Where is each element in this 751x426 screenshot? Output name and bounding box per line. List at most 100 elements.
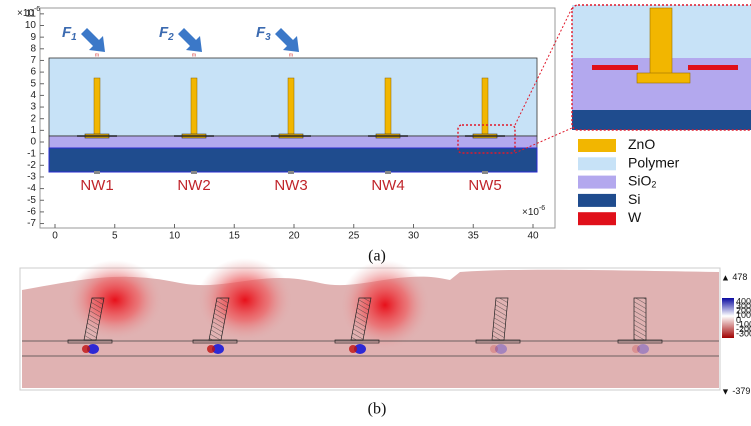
y-tick-label: -5 xyxy=(27,195,36,206)
inset xyxy=(571,4,751,131)
colorbar-tick-label: 400 xyxy=(736,296,751,306)
colorbar-max-value: 478 xyxy=(732,272,747,282)
stress-lobe xyxy=(67,260,163,340)
colorbar xyxy=(722,298,734,338)
inset-zno xyxy=(649,7,673,75)
y-tick-label: -2 xyxy=(27,160,36,171)
wire-base xyxy=(192,339,238,344)
force-label: F1 xyxy=(62,24,77,43)
colorbar-min: ▼ -379 xyxy=(721,386,750,396)
colorbar-tick-label: -100 xyxy=(736,319,751,329)
wire-base xyxy=(617,339,663,344)
y-scale: ×10-6 xyxy=(17,6,40,19)
x-scale: ×10-6 xyxy=(522,205,545,218)
legend-text: SiO xyxy=(628,172,651,188)
legend-label: ZnO xyxy=(628,136,655,152)
charge-blob xyxy=(349,345,357,353)
wire-base xyxy=(334,339,380,344)
legend-text: Polymer xyxy=(628,154,680,170)
colorbar-tick-label: 300 xyxy=(736,301,751,311)
y-tick-label: -4 xyxy=(27,183,36,194)
y-tick-label: 2 xyxy=(30,113,36,124)
x-tick-label: 40 xyxy=(527,231,539,242)
y-tick-label: 3 xyxy=(30,102,36,113)
zno-wire xyxy=(481,77,489,137)
nanowire-label: NW3 xyxy=(274,177,307,194)
inset-w xyxy=(592,65,638,70)
force-letter: F xyxy=(159,24,169,41)
x-tick-label: 15 xyxy=(229,231,241,242)
legend-text: ZnO xyxy=(628,136,655,152)
y-tick-label: -1 xyxy=(27,148,36,159)
nanowire-label: NW2 xyxy=(177,177,210,194)
colorbar-tick-label: 100 xyxy=(736,310,751,320)
legend-label: SiO2 xyxy=(628,172,656,190)
force-subscript: 2 xyxy=(167,32,174,43)
charge-blob xyxy=(495,344,507,354)
x-tick-label: 25 xyxy=(348,231,360,242)
deformed-wires xyxy=(67,297,663,354)
wire-base xyxy=(475,339,521,344)
marker xyxy=(482,171,488,174)
force-subscript: 3 xyxy=(265,32,271,43)
inset-border xyxy=(571,4,751,131)
inset-zno-base xyxy=(636,72,691,84)
inset-si xyxy=(572,110,751,130)
colorbar-tick-label: 200 xyxy=(736,306,751,316)
legend-text: Si xyxy=(628,191,640,207)
force-arrow xyxy=(275,28,299,52)
force-marker: ᵐ xyxy=(95,53,99,60)
wire-outline xyxy=(633,297,647,341)
legend-label: Polymer xyxy=(628,154,680,170)
nanowire-label: NW1 xyxy=(80,177,113,194)
si-layer xyxy=(48,147,538,173)
x-tick-label: 5 xyxy=(112,231,118,242)
legend-swatch xyxy=(578,175,616,189)
x-tick-label: 20 xyxy=(288,231,300,242)
marker xyxy=(191,171,197,174)
force-arrow xyxy=(81,28,105,52)
marker xyxy=(94,171,100,174)
y-tick-label: 11 xyxy=(26,8,37,19)
y-tick-label: 6 xyxy=(30,67,36,78)
colorbar-max: ▲ 478 xyxy=(721,272,747,282)
x-tick-label: 35 xyxy=(468,231,480,242)
legend-subscript: 2 xyxy=(651,180,656,190)
charge-blob xyxy=(490,345,498,353)
x-tick-label: 10 xyxy=(169,231,181,242)
y-tick-label: 9 xyxy=(30,32,36,43)
zno-wire xyxy=(93,77,101,137)
zoom-line xyxy=(514,7,573,126)
y-scale-power: -6 xyxy=(34,6,40,13)
y-tick-label: -3 xyxy=(27,172,36,183)
y-tick-label: -6 xyxy=(27,207,36,218)
force-marker: ᵐ xyxy=(289,53,293,60)
charge-blob xyxy=(207,345,215,353)
zoom-box xyxy=(457,124,516,154)
colorbar-tick-label: -200 xyxy=(736,324,751,334)
legend-label: Si xyxy=(628,191,640,207)
caption: (b) xyxy=(368,401,387,418)
y-tick-label: 5 xyxy=(30,78,36,89)
force-letter: F xyxy=(256,24,266,41)
y-tick-label: 4 xyxy=(30,90,36,101)
charge-blob xyxy=(87,344,99,354)
charge-blob xyxy=(637,344,649,354)
y-tick-label: 0 xyxy=(30,137,36,148)
nanowire-label: NW4 xyxy=(371,177,404,194)
force-label: F2 xyxy=(159,24,174,43)
nanowire-label: NW5 xyxy=(468,177,501,194)
x-scale-power: -6 xyxy=(539,205,545,212)
x-tick-label: 0 xyxy=(52,231,58,242)
y-tick-label: 1 xyxy=(30,125,36,136)
legend-swatch xyxy=(578,212,616,226)
zno-wire xyxy=(190,77,198,137)
zno-wire xyxy=(287,77,295,137)
charge-blob xyxy=(632,345,640,353)
marker xyxy=(288,171,294,174)
